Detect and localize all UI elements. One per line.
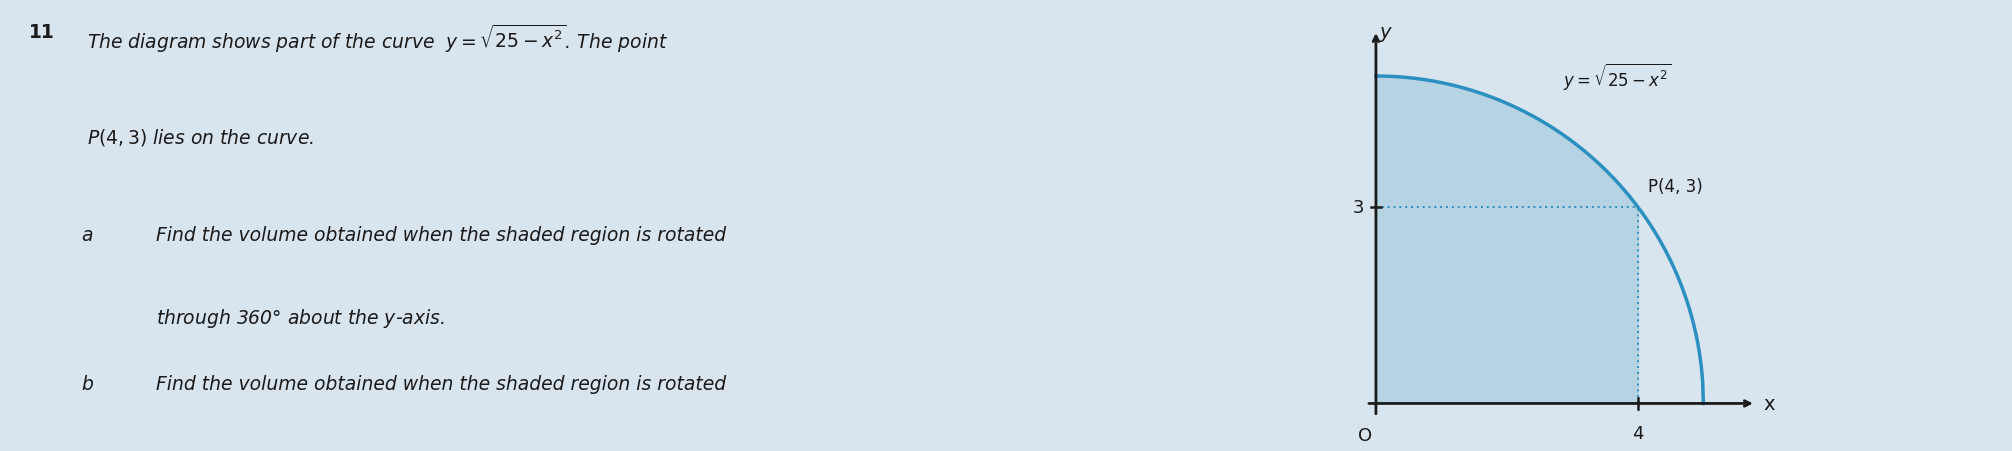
- Text: through 360° about the $y$-axis.: through 360° about the $y$-axis.: [157, 307, 445, 330]
- Text: $P(4, 3)$ lies on the curve.: $P(4, 3)$ lies on the curve.: [87, 126, 314, 147]
- Text: Find the volume obtained when the shaded region is rotated: Find the volume obtained when the shaded…: [157, 374, 726, 393]
- Text: y: y: [1378, 23, 1390, 42]
- Text: P(4, 3): P(4, 3): [1648, 178, 1702, 196]
- Text: O: O: [1358, 427, 1372, 444]
- Text: 4: 4: [1632, 424, 1644, 442]
- Text: $a$: $a$: [80, 226, 93, 244]
- Text: Find the volume obtained when the shaded region is rotated: Find the volume obtained when the shaded…: [157, 226, 726, 244]
- Text: $y = \sqrt{25 - x^2}$: $y = \sqrt{25 - x^2}$: [1563, 60, 1670, 92]
- Text: 3: 3: [1352, 198, 1364, 216]
- Text: 11: 11: [28, 23, 54, 41]
- Text: The diagram shows part of the curve  $y = \sqrt{25 - x^2}$. The point: The diagram shows part of the curve $y =…: [87, 23, 668, 55]
- Text: x: x: [1765, 394, 1775, 413]
- Text: $b$: $b$: [80, 374, 95, 393]
